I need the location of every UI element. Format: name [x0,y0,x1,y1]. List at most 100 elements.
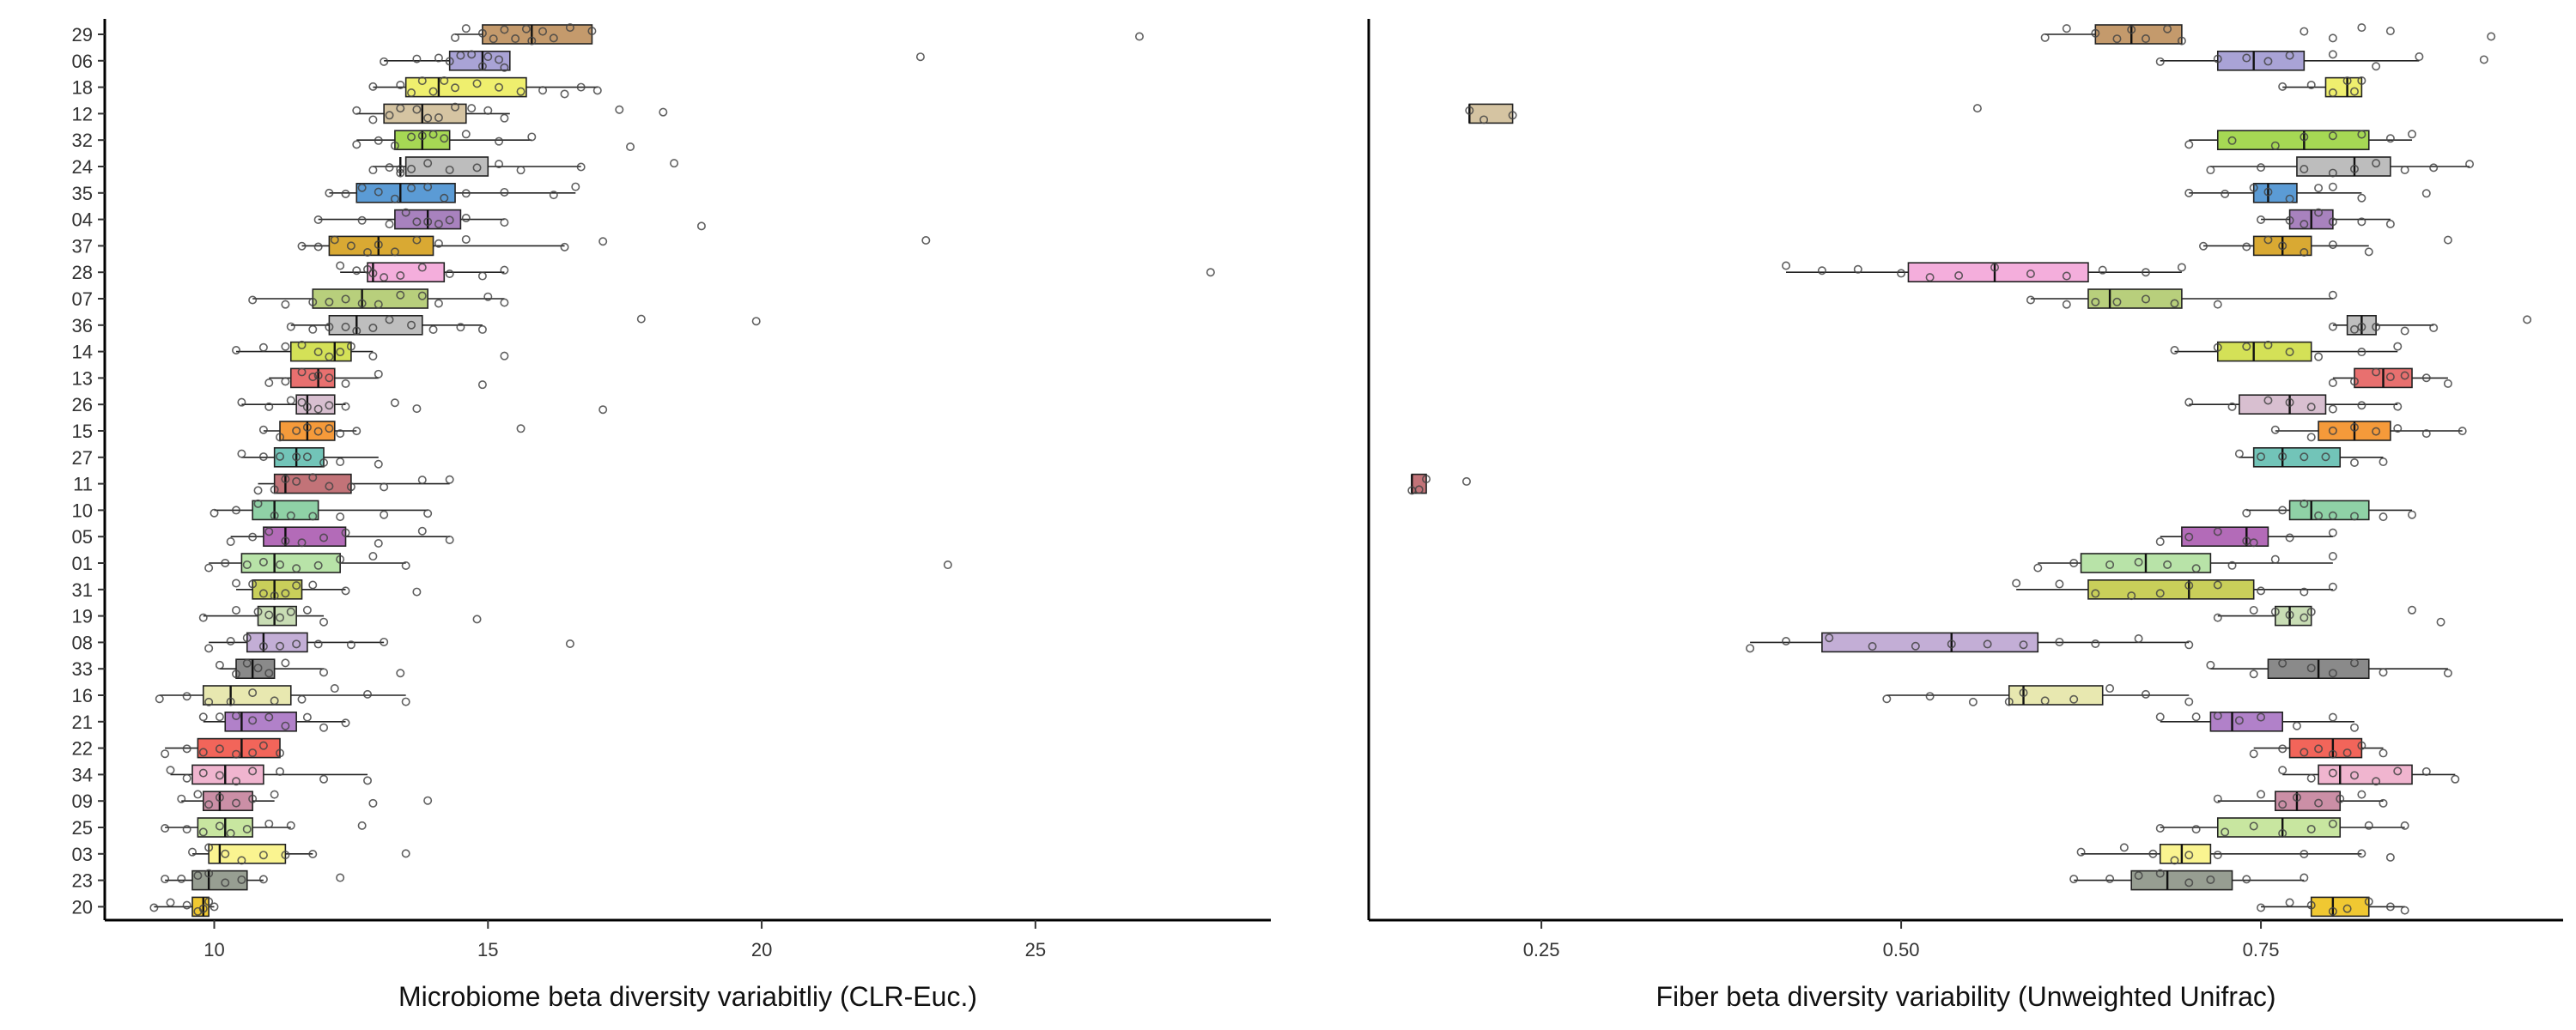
data-point [336,261,345,270]
data-point [308,473,318,482]
data-point [1990,263,2000,272]
data-point [549,191,558,200]
data-point [461,24,471,33]
data-point [2357,76,2366,85]
y-tick-label: 07 [72,288,93,310]
data-point [2278,658,2287,668]
data-point [527,36,537,45]
data-point [319,533,329,542]
data-point [232,749,241,759]
data-point [2364,247,2373,257]
data-point [2206,660,2215,670]
data-point [538,86,548,95]
data-point [407,184,416,193]
data-point [258,851,268,860]
data-point [2385,373,2395,382]
data-point [565,23,574,33]
y-tick-label: 34 [72,764,93,785]
data-point [2523,315,2532,324]
data-point [346,640,355,650]
data-point [434,299,443,308]
data-point [2328,131,2337,141]
data-point [461,130,471,139]
data-point [2429,323,2439,332]
data-point [2270,141,2280,150]
y-tick-label: 36 [72,315,93,336]
data-point [385,163,394,173]
data-point [363,248,373,258]
data-point [276,451,285,461]
data-point [2242,508,2251,518]
data-point [500,25,509,34]
data-point [368,552,378,561]
data-point [2385,852,2395,862]
data-point [2349,457,2359,467]
data-point [313,348,323,357]
data-point [401,561,410,571]
data-point [2242,53,2251,63]
data-point [2091,589,2100,598]
data-point [374,538,383,548]
box [2252,183,2298,203]
data-point [2285,348,2294,357]
data-point [198,748,208,757]
data-point [286,511,295,520]
data-point [2278,766,2287,775]
data-point [253,486,263,495]
data-point [281,300,290,309]
data-point [2349,377,2359,386]
data-point [565,639,574,648]
data-point [2357,790,2366,799]
data-point [2213,54,2222,64]
data-point [380,57,389,66]
data-point [1947,639,1956,649]
data-point [2206,875,2215,884]
data-point [302,605,312,615]
data-point [2385,134,2395,143]
y-tick-label: 19 [72,606,93,627]
data-point [232,777,241,786]
data-point [270,485,279,494]
data-point [2357,193,2366,203]
x-tick-label: 20 [751,939,772,960]
data-point [2069,694,2079,704]
data-point [226,537,235,547]
data-point [495,160,504,169]
data-point [276,641,285,651]
data-point [2213,711,2222,720]
data-point [2379,457,2388,467]
data-point [2314,798,2324,808]
y-tick-label: 37 [72,235,93,257]
data-point [626,142,635,152]
data-point [2328,168,2337,178]
data-point [2105,560,2115,569]
data-point [2328,712,2337,722]
data-point [417,263,427,272]
data-point [2421,189,2431,198]
data-point [188,847,197,857]
box [2216,50,2306,71]
y-tick-label: 06 [72,51,93,72]
data-point [2163,24,2172,33]
data-point [297,241,307,251]
data-point [292,639,301,649]
data-point [1782,636,1791,645]
box [2181,526,2269,548]
data-point [445,57,454,66]
data-point [232,670,241,679]
data-point [2270,607,2280,616]
data-point [2184,397,2194,407]
data-point [560,242,569,251]
data-point [549,33,558,43]
x-axis-title-fiber: Fiber beta diversity variability (Unweig… [1656,981,2275,1012]
x-tick-label: 0.25 [1523,939,1560,960]
box [1821,632,2039,653]
data-point [308,580,318,590]
data-point [368,115,378,124]
data-point [308,324,318,334]
data-point [1897,269,1906,278]
data-point [2278,451,2287,461]
data-point [2372,159,2381,168]
data-point [2191,825,2201,834]
